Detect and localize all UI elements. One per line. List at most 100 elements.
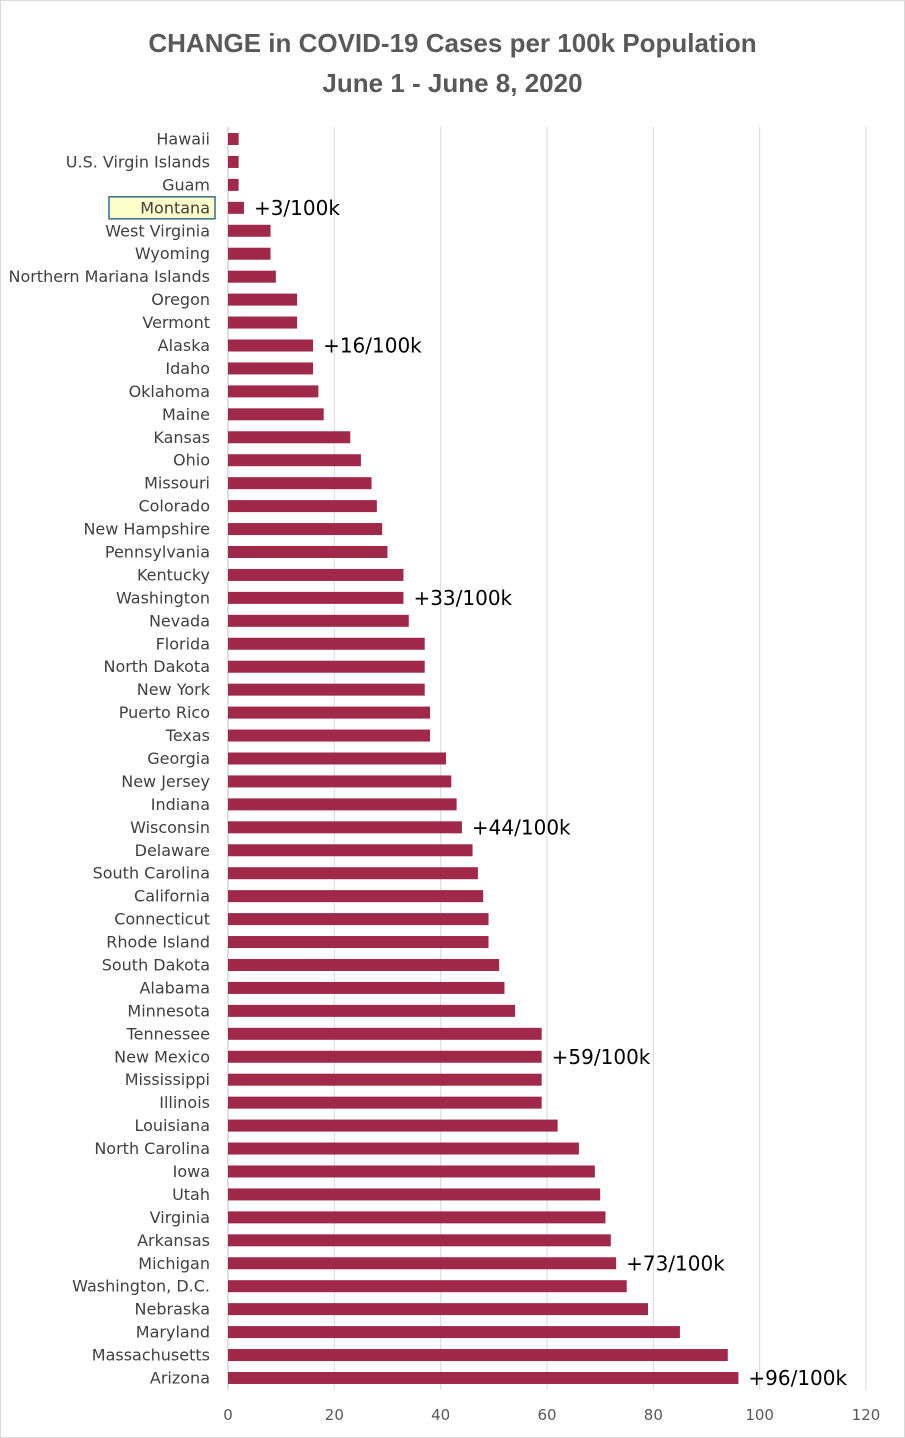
category-labels: Hawaii U.S. Virgin Islands Guam Montana West… (8, 130, 210, 1388)
bar-nevada (228, 614, 409, 627)
bar-georgia (228, 752, 446, 765)
bar-delaware (228, 844, 473, 857)
category-label-guam: Guam (162, 175, 210, 194)
bar-virginia (228, 1211, 606, 1224)
highlight-layer (108, 196, 216, 220)
category-label-maryland: Maryland (136, 1323, 210, 1342)
bar-michigan (228, 1257, 617, 1270)
bar-north-dakota (228, 660, 425, 673)
category-label-tennessee: Tennessee (126, 1024, 210, 1043)
category-label-new-mexico: New Mexico (114, 1047, 210, 1066)
category-label-mississippi: Mississippi (125, 1070, 210, 1089)
category-label-minnesota: Minnesota (127, 1001, 210, 1020)
category-label-washington-d-c: Washington, D.C. (72, 1277, 210, 1296)
bar-alabama (228, 981, 505, 994)
category-label-vermont: Vermont (142, 313, 210, 332)
annotation-new-mexico: +59/100k (552, 1045, 651, 1069)
bars (228, 133, 739, 1384)
x-tick-120: 120 (852, 1406, 881, 1424)
bar-puerto-rico (228, 706, 431, 719)
x-tick-40: 40 (431, 1406, 450, 1424)
category-label-north-dakota: North Dakota (103, 657, 210, 676)
bar-washington-d-c (228, 1280, 627, 1293)
category-label-north-carolina: North Carolina (94, 1139, 210, 1158)
category-label-kansas: Kansas (153, 428, 210, 447)
category-label-south-carolina: South Carolina (93, 864, 210, 883)
bar-louisiana (228, 1119, 558, 1132)
category-label-delaware: Delaware (135, 841, 210, 860)
category-label-arkansas: Arkansas (137, 1231, 210, 1250)
bar-oklahoma (228, 385, 319, 398)
category-label-nebraska: Nebraska (135, 1300, 210, 1319)
category-label-puerto-rico: Puerto Rico (119, 703, 210, 722)
category-label-colorado: Colorado (138, 497, 210, 516)
category-label-montana: Montana (140, 198, 210, 217)
bar-massachusetts (228, 1349, 728, 1362)
bar-tennessee (228, 1027, 542, 1040)
bar-iowa (228, 1165, 595, 1178)
category-label-south-dakota: South Dakota (102, 955, 210, 974)
category-label-kentucky: Kentucky (137, 565, 210, 584)
x-tick-80: 80 (644, 1406, 663, 1424)
annotations: +3/100k +16/100k +33/100k +44/100k +59/100k +… (254, 196, 848, 1390)
bar-north-carolina (228, 1142, 579, 1155)
category-label-ohio: Ohio (173, 451, 210, 470)
annotation-wisconsin: +44/100k (472, 815, 571, 839)
category-label-michigan: Michigan (138, 1254, 210, 1273)
bar-colorado (228, 500, 377, 513)
annotation-michigan: +73/100k (626, 1251, 725, 1275)
bar-west-virginia (228, 224, 271, 237)
category-label-oklahoma: Oklahoma (129, 382, 210, 401)
bar-guam (228, 178, 239, 191)
category-label-massachusetts: Massachusetts (92, 1346, 210, 1365)
chart-title: CHANGE in COVID-19 Cases per 100k Popula… (148, 28, 757, 58)
x-tick-0: 0 (223, 1406, 233, 1424)
bar-south-dakota (228, 958, 500, 971)
category-label-new-hampshire: New Hampshire (83, 520, 210, 539)
category-label-utah: Utah (172, 1185, 210, 1204)
category-label-louisiana: Louisiana (134, 1116, 210, 1135)
bar-maine (228, 408, 324, 421)
bar-utah (228, 1188, 601, 1201)
category-label-west-virginia: West Virginia (105, 221, 210, 240)
bar-arkansas (228, 1234, 611, 1247)
bar-oregon (228, 293, 298, 306)
bar-new-york (228, 683, 425, 696)
bar-illinois (228, 1096, 542, 1109)
category-label-washington: Washington (116, 588, 210, 607)
bar-south-carolina (228, 867, 478, 880)
bar-mississippi (228, 1073, 542, 1086)
category-label-oregon: Oregon (151, 290, 210, 309)
x-tick-labels: 0 20 40 60 80 100 120 (223, 1406, 880, 1424)
bar-vermont (228, 316, 298, 329)
category-label-missouri: Missouri (144, 474, 210, 493)
category-label-connecticut: Connecticut (114, 910, 210, 929)
bar-ohio (228, 454, 361, 467)
category-label-florida: Florida (156, 634, 210, 653)
category-label-wyoming: Wyoming (135, 244, 210, 263)
bar-connecticut (228, 913, 489, 926)
category-label-illinois: Illinois (159, 1093, 210, 1112)
bar-washington (228, 591, 404, 604)
category-label-arizona: Arizona (150, 1368, 210, 1387)
bar-wyoming (228, 247, 271, 260)
category-label-hawaii: Hawaii (156, 130, 210, 149)
annotation-montana: +3/100k (254, 196, 340, 220)
category-label-rhode-island: Rhode Island (106, 933, 210, 952)
category-label-wisconsin: Wisconsin (130, 818, 210, 837)
chart-subtitle: June 1 - June 8, 2020 (322, 68, 583, 98)
category-label-georgia: Georgia (147, 749, 210, 768)
category-label-pennsylvania: Pennsylvania (105, 542, 210, 561)
category-label-u-s-virgin-islands: U.S. Virgin Islands (66, 152, 210, 171)
category-label-california: California (134, 887, 210, 906)
category-label-maine: Maine (162, 405, 210, 424)
bar-pennsylvania (228, 545, 388, 558)
category-label-indiana: Indiana (151, 795, 210, 814)
bar-florida (228, 637, 425, 650)
bar-northern-mariana-islands (228, 270, 276, 283)
annotation-washington: +33/100k (413, 586, 512, 610)
bar-california (228, 890, 484, 903)
category-label-nevada: Nevada (149, 611, 210, 630)
bar-alaska (228, 339, 314, 352)
